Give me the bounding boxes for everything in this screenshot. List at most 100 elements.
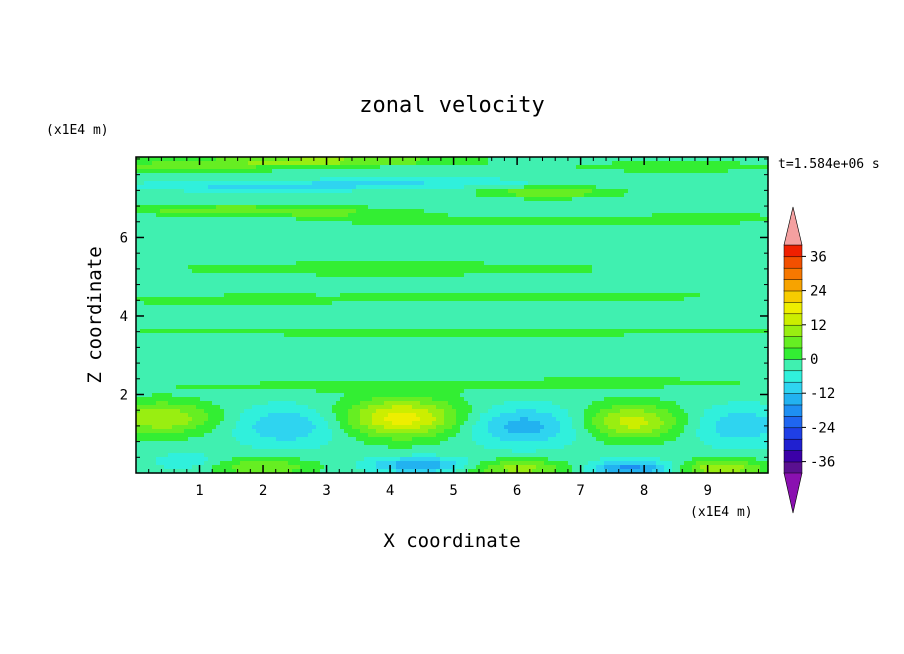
contour-cell [764, 225, 769, 230]
contour-cell [300, 161, 305, 166]
contour-cell [576, 205, 581, 210]
contour-cell [544, 277, 549, 282]
contour-cell [596, 273, 601, 278]
contour-cell [496, 233, 501, 238]
contour-cell [732, 221, 737, 226]
contour-cell [308, 257, 313, 262]
contour-cell [636, 197, 641, 202]
contour-cell [468, 209, 473, 214]
contour-cell [412, 161, 417, 166]
contour-cell [152, 209, 157, 214]
contour-cell [352, 161, 357, 166]
contour-cell [580, 193, 585, 198]
contour-cell [620, 193, 625, 198]
contour-cell [164, 165, 169, 170]
contour-cell [136, 245, 141, 250]
contour-cell [420, 165, 425, 170]
contour-cell [308, 221, 313, 226]
contour-cell [580, 201, 585, 206]
contour-cell [600, 233, 605, 238]
contour-cell [592, 173, 597, 178]
contour-cell [488, 189, 493, 194]
contour-cell [688, 245, 693, 250]
contour-cell [400, 261, 405, 266]
contour-cell [140, 277, 145, 282]
contour-cell [340, 201, 345, 206]
contour-cell [140, 173, 145, 178]
contour-cell [416, 165, 421, 170]
contour-cell [452, 209, 457, 214]
contour-cell [520, 217, 525, 222]
contour-cell [540, 241, 545, 246]
contour-cell [632, 265, 637, 270]
contour-cell [460, 177, 465, 182]
contour-cell [192, 157, 197, 162]
contour-cell [444, 193, 449, 198]
contour-cell [556, 237, 561, 242]
contour-cell [336, 249, 341, 254]
contour-cell [320, 193, 325, 198]
contour-cell [512, 173, 517, 178]
contour-cell [280, 229, 285, 234]
contour-cell [636, 269, 641, 274]
contour-cell [528, 173, 533, 178]
contour-cell [472, 205, 477, 210]
contour-cell [392, 273, 397, 278]
contour-cell [740, 261, 745, 266]
contour-cell [548, 221, 553, 226]
contour-cell [692, 245, 697, 250]
contour-cell [468, 277, 473, 282]
contour-cell [648, 181, 653, 186]
contour-cell [424, 257, 429, 262]
contour-cell [528, 245, 533, 250]
contour-cell [724, 265, 729, 270]
contour-cell [484, 177, 489, 182]
contour-cell [576, 265, 581, 270]
contour-cell [592, 241, 597, 246]
contour-cell [576, 253, 581, 258]
contour-cell [244, 217, 249, 222]
contour-cell [392, 245, 397, 250]
contour-cell [252, 197, 257, 202]
contour-cell [292, 161, 297, 166]
contour-cell [664, 257, 669, 262]
contour-cell [540, 229, 545, 234]
contour-cell [148, 265, 153, 270]
contour-cell [496, 177, 501, 182]
contour-cell [384, 181, 389, 186]
contour-cell [600, 181, 605, 186]
contour-cell [144, 161, 149, 166]
contour-cell [188, 249, 193, 254]
contour-cell [352, 193, 357, 198]
contour-cell [600, 165, 605, 170]
contour-cell [656, 277, 661, 282]
contour-cell [456, 193, 461, 198]
contour-cell [692, 229, 697, 234]
contour-cell [508, 253, 513, 258]
contour-cell [276, 221, 281, 226]
contour-cell [460, 161, 465, 166]
contour-cell [396, 237, 401, 242]
contour-cell [624, 185, 629, 190]
contour-cell [200, 269, 205, 274]
contour-cell [628, 265, 633, 270]
contour-cell [340, 281, 345, 286]
contour-cell [752, 277, 757, 282]
contour-cell [292, 253, 297, 258]
contour-cell [228, 197, 233, 202]
contour-cell [444, 169, 449, 174]
contour-cell [364, 225, 369, 230]
contour-cell [652, 181, 657, 186]
contour-cell [224, 277, 229, 282]
contour-cell [520, 273, 525, 278]
contour-cell [704, 257, 709, 262]
contour-cell [324, 245, 329, 250]
contour-cell [280, 169, 285, 174]
contour-cell [716, 189, 721, 194]
contour-cell [308, 189, 313, 194]
contour-cell [688, 273, 693, 278]
contour-cell [580, 169, 585, 174]
contour-cell [288, 189, 293, 194]
contour-cell [268, 281, 273, 286]
contour-cell [448, 281, 453, 286]
